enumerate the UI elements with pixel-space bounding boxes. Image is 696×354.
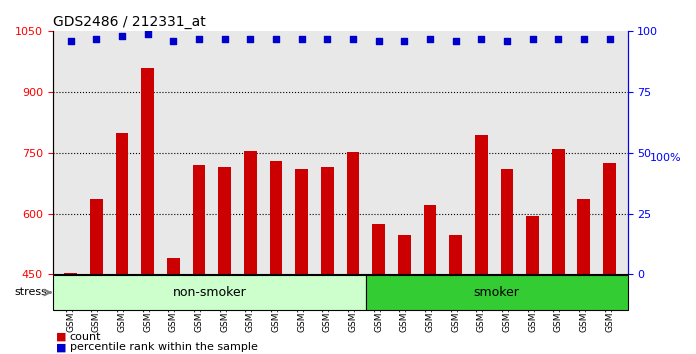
- Point: [142, 31, 153, 37]
- Bar: [347, 152, 359, 274]
- Point: [373, 38, 384, 44]
- FancyBboxPatch shape: [53, 275, 366, 310]
- Point: [347, 36, 358, 41]
- Point: [501, 38, 512, 44]
- Point: [296, 36, 307, 41]
- Bar: [475, 135, 488, 274]
- Point: [245, 36, 256, 41]
- Text: stress: stress: [15, 287, 47, 297]
- Text: non-smoker: non-smoker: [173, 286, 246, 299]
- Bar: [372, 224, 385, 274]
- Point: [604, 36, 615, 41]
- Bar: [398, 235, 411, 274]
- Bar: [295, 169, 308, 274]
- Point: [450, 38, 461, 44]
- Point: [219, 36, 230, 41]
- Point: [578, 36, 590, 41]
- Bar: [64, 273, 77, 274]
- Bar: [193, 165, 205, 274]
- Text: percentile rank within the sample: percentile rank within the sample: [70, 342, 258, 353]
- Text: GDS2486 / 212331_at: GDS2486 / 212331_at: [53, 15, 205, 29]
- Point: [116, 33, 127, 39]
- Point: [271, 36, 282, 41]
- Bar: [167, 258, 180, 274]
- Point: [475, 36, 487, 41]
- Bar: [116, 133, 129, 274]
- Bar: [90, 199, 103, 274]
- Text: count: count: [70, 332, 101, 342]
- Text: smoker: smoker: [474, 286, 520, 299]
- Point: [425, 36, 436, 41]
- Bar: [552, 149, 564, 274]
- Bar: [321, 167, 333, 274]
- Bar: [500, 169, 514, 274]
- Bar: [449, 235, 462, 274]
- Text: ■: ■: [56, 332, 66, 342]
- Point: [322, 36, 333, 41]
- Point: [193, 36, 205, 41]
- Point: [553, 36, 564, 41]
- Bar: [244, 151, 257, 274]
- Y-axis label: 100%: 100%: [649, 153, 681, 163]
- Point: [90, 36, 102, 41]
- Bar: [526, 216, 539, 274]
- Bar: [141, 68, 154, 274]
- Point: [527, 36, 538, 41]
- Bar: [219, 167, 231, 274]
- Bar: [269, 161, 283, 274]
- Bar: [578, 199, 590, 274]
- Bar: [424, 205, 436, 274]
- Bar: [603, 163, 616, 274]
- Point: [65, 38, 77, 44]
- Point: [168, 38, 179, 44]
- Point: [399, 38, 410, 44]
- Text: ■: ■: [56, 342, 66, 353]
- FancyBboxPatch shape: [366, 275, 628, 310]
